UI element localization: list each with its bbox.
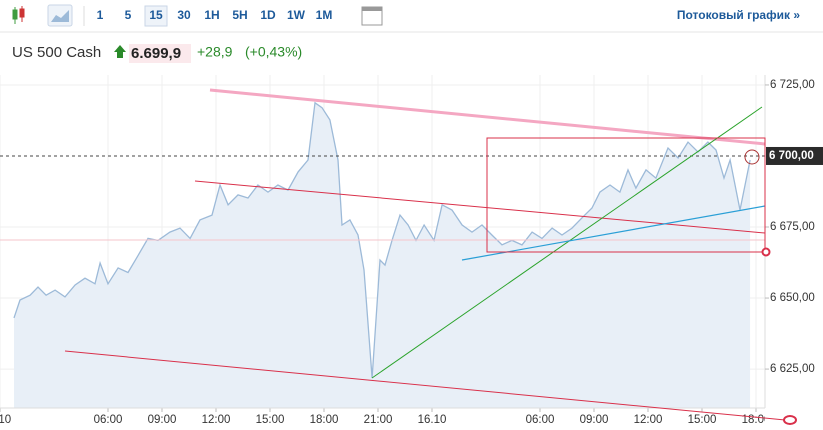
x-tick-label: 18:00 [310,414,339,426]
x-tick-label: 12:00 [202,414,231,426]
red-trendline [64,350,786,421]
green-trendline [371,106,763,379]
change-pct: (+0,43%) [245,44,302,60]
interval-button[interactable]: 1H [204,8,219,22]
rectangle-drawing [486,137,766,253]
price-level-box [766,146,823,165]
price-highlight [129,44,191,63]
handle[interactable] [761,247,771,257]
y-tick-label: 6 675,00 [770,221,815,233]
x-tick-label: 09:00 [148,414,177,426]
x-tick-label: 15:00 [256,414,285,426]
price-level-label: 6 700,00 [769,150,814,162]
interval-button[interactable]: 1D [260,8,276,22]
interval-button[interactable]: 5 [125,8,132,22]
x-tick-label: 06:00 [94,414,123,426]
x-tick-label: 16.10 [418,414,447,426]
candle-icon[interactable] [12,6,25,24]
interval-button[interactable]: 5H [232,8,247,22]
y-tick-label: 6 725,00 [770,79,815,91]
pink-trendline [209,88,766,146]
streaming-link[interactable]: Потоковый график » [677,8,800,22]
y-tick-label: 6 650,00 [770,292,815,304]
instrument-name: US 500 Cash [12,44,101,61]
interval-button[interactable]: 15 [149,8,163,22]
x-tick-label: 06:00 [526,414,555,426]
drawings [0,88,797,425]
interval-button[interactable]: 1W [287,8,306,22]
toolbar: 1 5 15 30 1H 5H 1D 1W 1M Потоковый график » [0,0,823,33]
interval-selected [144,5,168,27]
x-tick-label: 12:00 [634,414,663,426]
x-tick-label: 6.10 [0,414,11,426]
area [14,102,751,409]
handle[interactable] [744,149,760,165]
x-tick-label: 09:00 [580,414,609,426]
price: 6.699,9 [131,45,181,62]
blue-trendline [461,205,766,261]
handle[interactable] [783,415,797,425]
plot: 6.10 06:00 09:00 12:00 15:00 18:00 21:00 16.10 0… [0,75,823,426]
x-tick-label: 21:00 [364,414,393,426]
interval-button[interactable]: 1 [97,8,104,22]
interval-button[interactable]: 1M [316,8,333,22]
red-trendline [194,180,766,234]
y-tick-label: 6 625,00 [770,363,815,375]
up-arrow [114,45,126,58]
change: +28,9 [197,44,233,60]
toolbar-bg [0,0,823,32]
interval-button[interactable]: 30 [177,8,191,22]
price-line [13,101,751,378]
calendar-icon-top [362,7,382,11]
x-tick-label: 15:00 [688,414,717,426]
header: US 500 Cash 6.699,9 +28,9 (+0,43%) [12,44,302,63]
area-icon-glyph [51,10,69,22]
